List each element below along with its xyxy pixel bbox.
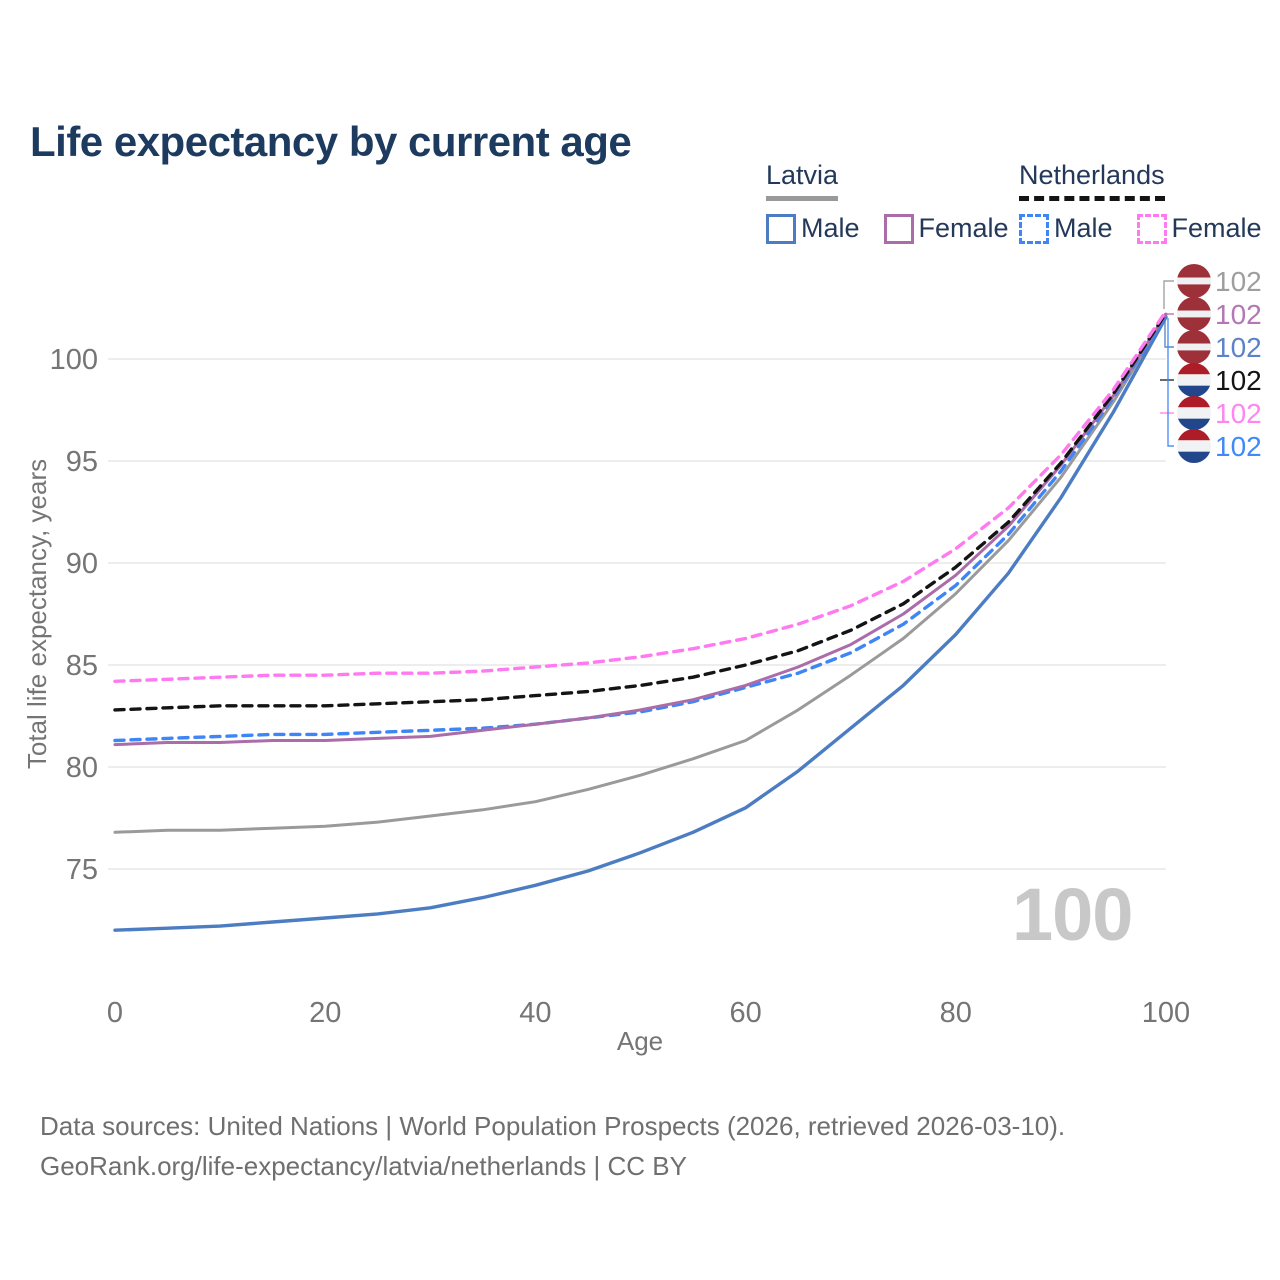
x-tick-label-100: 100 [1142,997,1190,1029]
legend-label-latvia-male: Male [801,213,860,243]
legend-country-latvia[interactable]: Latvia [766,160,839,201]
x-tick-label-60: 60 [729,997,761,1029]
x-tick-label-20: 20 [309,997,341,1029]
flag-icon-latvia [1177,264,1211,298]
flag-icon-netherlands [1177,396,1211,430]
legend-swatch-netherlands-male-icon [1019,213,1049,244]
series-line-latvia-female[interactable] [113,312,1168,747]
end-value-label-latvia-female: 102 [1215,299,1262,330]
legend-swatch-netherlands-female-icon [1136,213,1167,244]
flag-icon-latvia [1177,297,1211,331]
x-tick-label-80: 80 [940,997,972,1029]
y-tick-label-95: 95 [66,446,98,478]
flag-icon-netherlands [1177,429,1211,463]
legend-item-latvia-female[interactable]: Female [883,213,1009,244]
legend-label-netherlands-male: Male [1054,213,1113,243]
x-tick-label-0: 0 [107,997,123,1029]
end-label-connector-netherlands-male [1167,318,1174,447]
end-label-connector-latvia-total [1163,280,1174,309]
y-axis-title: Total life expectancy, years [22,459,52,769]
legend-country-netherlands[interactable]: Netherlands [1019,160,1165,201]
series-line-latvia-male[interactable] [113,315,1168,932]
y-tick-label-100: 100 [50,344,98,376]
series-line-latvia-total[interactable] [113,314,1168,834]
y-tick-label-75: 75 [66,854,98,886]
footer: Data sources: United Nations | World Pop… [40,1106,1065,1186]
legend-group-latvia: Latvia Male Female [766,160,1027,244]
x-tick-label-40: 40 [519,997,551,1029]
legend-item-netherlands-female[interactable]: Female [1136,213,1262,244]
hover-age-watermark: 100 [1012,873,1133,956]
legend-item-latvia-male[interactable]: Male [766,213,860,244]
y-tick-label-90: 90 [66,548,98,580]
end-label-connector-latvia-male [1164,317,1174,348]
series-line-netherlands-total[interactable] [113,311,1168,712]
page-title: Life expectancy by current age [30,118,632,166]
end-value-label-latvia-male: 102 [1215,332,1262,363]
end-value-label-latvia-total: 102 [1215,266,1262,297]
legend-label-latvia-female: Female [918,213,1009,243]
flag-icon-netherlands [1177,363,1211,397]
legend-item-netherlands-male[interactable]: Male [1019,213,1113,244]
series-line-netherlands-male[interactable] [113,314,1168,743]
footer-data-sources: Data sources: United Nations | World Pop… [40,1111,1066,1141]
y-tick-label-85: 85 [66,650,98,682]
end-value-label-netherlands-total: 102 [1215,365,1262,396]
flag-icon-latvia [1177,330,1211,364]
series-line-netherlands-female[interactable] [113,309,1168,683]
legend-label-netherlands-female: Female [1171,213,1262,243]
end-value-label-netherlands-female: 102 [1215,398,1262,429]
legend-swatch-latvia-female-icon [883,213,914,244]
legend-group-netherlands: Netherlands Male Female [1019,160,1280,244]
y-tick-label-80: 80 [66,752,98,784]
legend-swatch-latvia-male-icon [766,213,796,244]
footer-attribution-link: GeoRank.org/life-expectancy/latvia/nethe… [40,1151,687,1181]
x-axis-title: Age [617,1026,663,1056]
end-value-label-netherlands-male: 102 [1215,431,1262,462]
